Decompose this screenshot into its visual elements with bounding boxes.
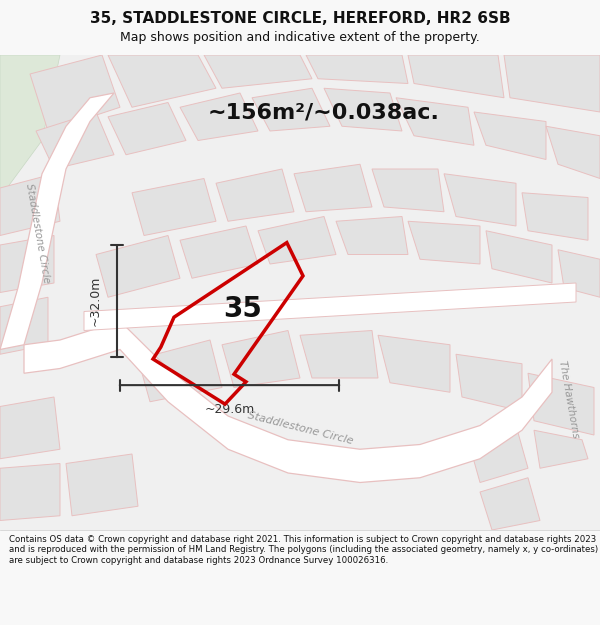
Polygon shape — [30, 55, 120, 131]
Polygon shape — [396, 98, 474, 145]
Polygon shape — [0, 55, 60, 198]
Polygon shape — [0, 298, 48, 354]
Polygon shape — [108, 102, 186, 155]
Polygon shape — [0, 464, 60, 521]
Polygon shape — [372, 169, 444, 212]
Polygon shape — [324, 88, 402, 131]
Polygon shape — [378, 335, 450, 392]
Polygon shape — [546, 126, 600, 179]
Polygon shape — [408, 221, 480, 264]
Polygon shape — [504, 55, 600, 112]
Polygon shape — [96, 236, 180, 298]
Text: 35: 35 — [224, 295, 262, 323]
Text: Staddlestone Circle: Staddlestone Circle — [246, 410, 354, 446]
Polygon shape — [468, 426, 528, 483]
Text: ~32.0m: ~32.0m — [89, 276, 102, 326]
Polygon shape — [306, 55, 408, 84]
Polygon shape — [24, 321, 552, 482]
Polygon shape — [528, 373, 594, 435]
Polygon shape — [252, 88, 330, 131]
Polygon shape — [0, 93, 114, 349]
Polygon shape — [0, 55, 600, 530]
Polygon shape — [336, 216, 408, 254]
Text: Staddlestone Circle: Staddlestone Circle — [24, 182, 52, 284]
Polygon shape — [300, 331, 378, 378]
Text: ~156m²/~0.038ac.: ~156m²/~0.038ac. — [208, 102, 440, 122]
Polygon shape — [66, 454, 138, 516]
Polygon shape — [108, 55, 216, 108]
Polygon shape — [474, 112, 546, 159]
Polygon shape — [534, 430, 588, 468]
Polygon shape — [444, 174, 516, 226]
Text: Contains OS data © Crown copyright and database right 2021. This information is : Contains OS data © Crown copyright and d… — [9, 535, 598, 564]
Polygon shape — [456, 354, 522, 411]
Polygon shape — [216, 169, 294, 221]
Polygon shape — [180, 226, 258, 278]
Polygon shape — [180, 93, 258, 141]
Polygon shape — [204, 55, 312, 88]
Polygon shape — [36, 112, 114, 169]
Polygon shape — [522, 192, 588, 240]
Polygon shape — [486, 231, 552, 283]
Polygon shape — [84, 283, 576, 331]
Polygon shape — [294, 164, 372, 212]
Polygon shape — [0, 236, 54, 292]
Text: The Hawthorns: The Hawthorns — [557, 360, 581, 439]
Text: ~29.6m: ~29.6m — [205, 403, 254, 416]
Text: 35, STADDLESTONE CIRCLE, HEREFORD, HR2 6SB: 35, STADDLESTONE CIRCLE, HEREFORD, HR2 6… — [89, 11, 511, 26]
Polygon shape — [138, 340, 222, 402]
Polygon shape — [0, 397, 60, 459]
Polygon shape — [408, 55, 504, 98]
Polygon shape — [258, 216, 336, 264]
Polygon shape — [558, 250, 600, 298]
Polygon shape — [0, 174, 60, 236]
Polygon shape — [480, 478, 540, 530]
Polygon shape — [132, 179, 216, 236]
Text: Map shows position and indicative extent of the property.: Map shows position and indicative extent… — [120, 31, 480, 44]
Polygon shape — [222, 331, 300, 388]
